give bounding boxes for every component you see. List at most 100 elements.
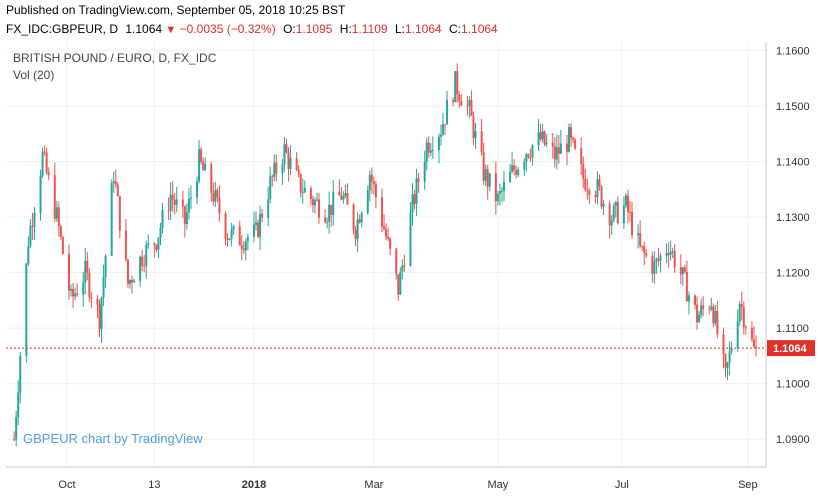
candle-body [183, 206, 186, 225]
candle-body [543, 131, 546, 145]
candle-body [468, 100, 471, 106]
candle-body [730, 348, 733, 352]
candle-body [454, 71, 457, 103]
candle-body [82, 282, 85, 296]
candle-body [88, 272, 91, 298]
candle-body [738, 304, 741, 322]
candle-body [673, 251, 676, 268]
candle-body [529, 156, 532, 158]
candle-body [616, 202, 619, 224]
candle-body [141, 256, 144, 266]
chart-area[interactable]: 1.1600 1.1500 1.1400 1.1300 1.1200 1.1100 1.10… [0, 42, 818, 498]
candle-body [224, 213, 227, 239]
candle-body [372, 181, 375, 185]
candle-body [228, 238, 231, 240]
candle-body [70, 288, 73, 291]
candle-body [724, 354, 727, 368]
candle-body [153, 243, 156, 246]
candle-body [84, 260, 87, 283]
candle-body [446, 99, 449, 125]
candle-body [255, 222, 257, 225]
candle-body [551, 142, 554, 147]
candle-body [238, 226, 241, 246]
candle-body [285, 144, 288, 153]
candle-body [189, 197, 192, 199]
candle-body [313, 200, 316, 206]
candle-body [456, 71, 459, 95]
candle-body [655, 259, 658, 262]
candle-body [145, 245, 148, 266]
candle-body [755, 346, 757, 349]
candle-body [669, 251, 672, 255]
candle-body [252, 224, 255, 238]
candle-body [696, 305, 699, 323]
candle-body [553, 146, 556, 160]
candle-body [368, 174, 371, 191]
symbol-label[interactable]: FX_IDC:GBPEUR, D [6, 22, 119, 36]
candle-body [651, 255, 654, 274]
candle-body [409, 212, 412, 266]
grid [6, 42, 766, 467]
candle-body [13, 439, 16, 441]
low-label: L: [394, 22, 405, 36]
candle-body [360, 213, 363, 223]
candle-body [342, 196, 345, 200]
candle-body [431, 150, 434, 152]
high-label: H: [339, 22, 352, 36]
candle-body [710, 306, 713, 310]
close-label: C: [449, 22, 462, 36]
candle-body [612, 206, 615, 221]
candle-body [681, 267, 684, 275]
candle-body [200, 149, 203, 162]
price-axis[interactable]: 1.1600 1.1500 1.1400 1.1300 1.1200 1.1100 1.10… [776, 45, 810, 446]
candle-body [210, 164, 213, 193]
candle-body [437, 136, 440, 151]
candle-body [631, 212, 634, 235]
candle-body [25, 263, 28, 356]
candle-body [736, 321, 739, 349]
last-price-badge [767, 340, 815, 357]
time-axis[interactable]: Oct 13 2018 Mar May Jul Sep [58, 479, 757, 491]
candle-body [568, 127, 571, 152]
candle-body [112, 181, 115, 184]
candle-body [232, 226, 235, 230]
time-tick-label: Sep [738, 479, 758, 491]
candle-body [98, 304, 101, 330]
volume-indicator-label[interactable]: Vol (20) [13, 68, 54, 82]
candle-body [403, 265, 406, 267]
candle-body [100, 297, 103, 330]
candle-body [515, 170, 518, 175]
candle-body [299, 173, 302, 193]
down-arrow-icon: ▼ [165, 24, 177, 36]
watermark[interactable]: GBPEUR chart by TradingView [23, 431, 203, 446]
candle-body [429, 150, 432, 153]
candle-body [281, 164, 284, 174]
candle-body [545, 142, 548, 145]
candle-body [498, 191, 501, 194]
candle-body [110, 183, 113, 256]
candle-body [324, 217, 327, 223]
candle-body [267, 199, 270, 218]
price-chart[interactable]: 1.1600 1.1500 1.1400 1.1300 1.1200 1.1100 1.10… [0, 42, 818, 498]
candle-body [383, 226, 386, 230]
candle-body [726, 362, 729, 368]
candle-body [657, 259, 660, 261]
candle-body [352, 204, 355, 230]
candle-body [90, 297, 93, 299]
candle-body [626, 195, 629, 212]
candle-body [102, 276, 105, 298]
candle-body [387, 236, 390, 239]
candle-body [728, 351, 731, 363]
candle-body [600, 186, 603, 207]
candle-body [131, 279, 134, 283]
candle-body [240, 245, 243, 249]
candle-body [41, 151, 44, 176]
last-price: 1.1064 [125, 22, 163, 36]
time-tick-label: 2018 [242, 479, 266, 491]
candle-body [486, 169, 489, 187]
candle-body [665, 253, 668, 256]
candle-body [86, 260, 89, 273]
candle-body [637, 233, 640, 235]
candle-body [187, 198, 190, 213]
candle-body [269, 176, 272, 200]
